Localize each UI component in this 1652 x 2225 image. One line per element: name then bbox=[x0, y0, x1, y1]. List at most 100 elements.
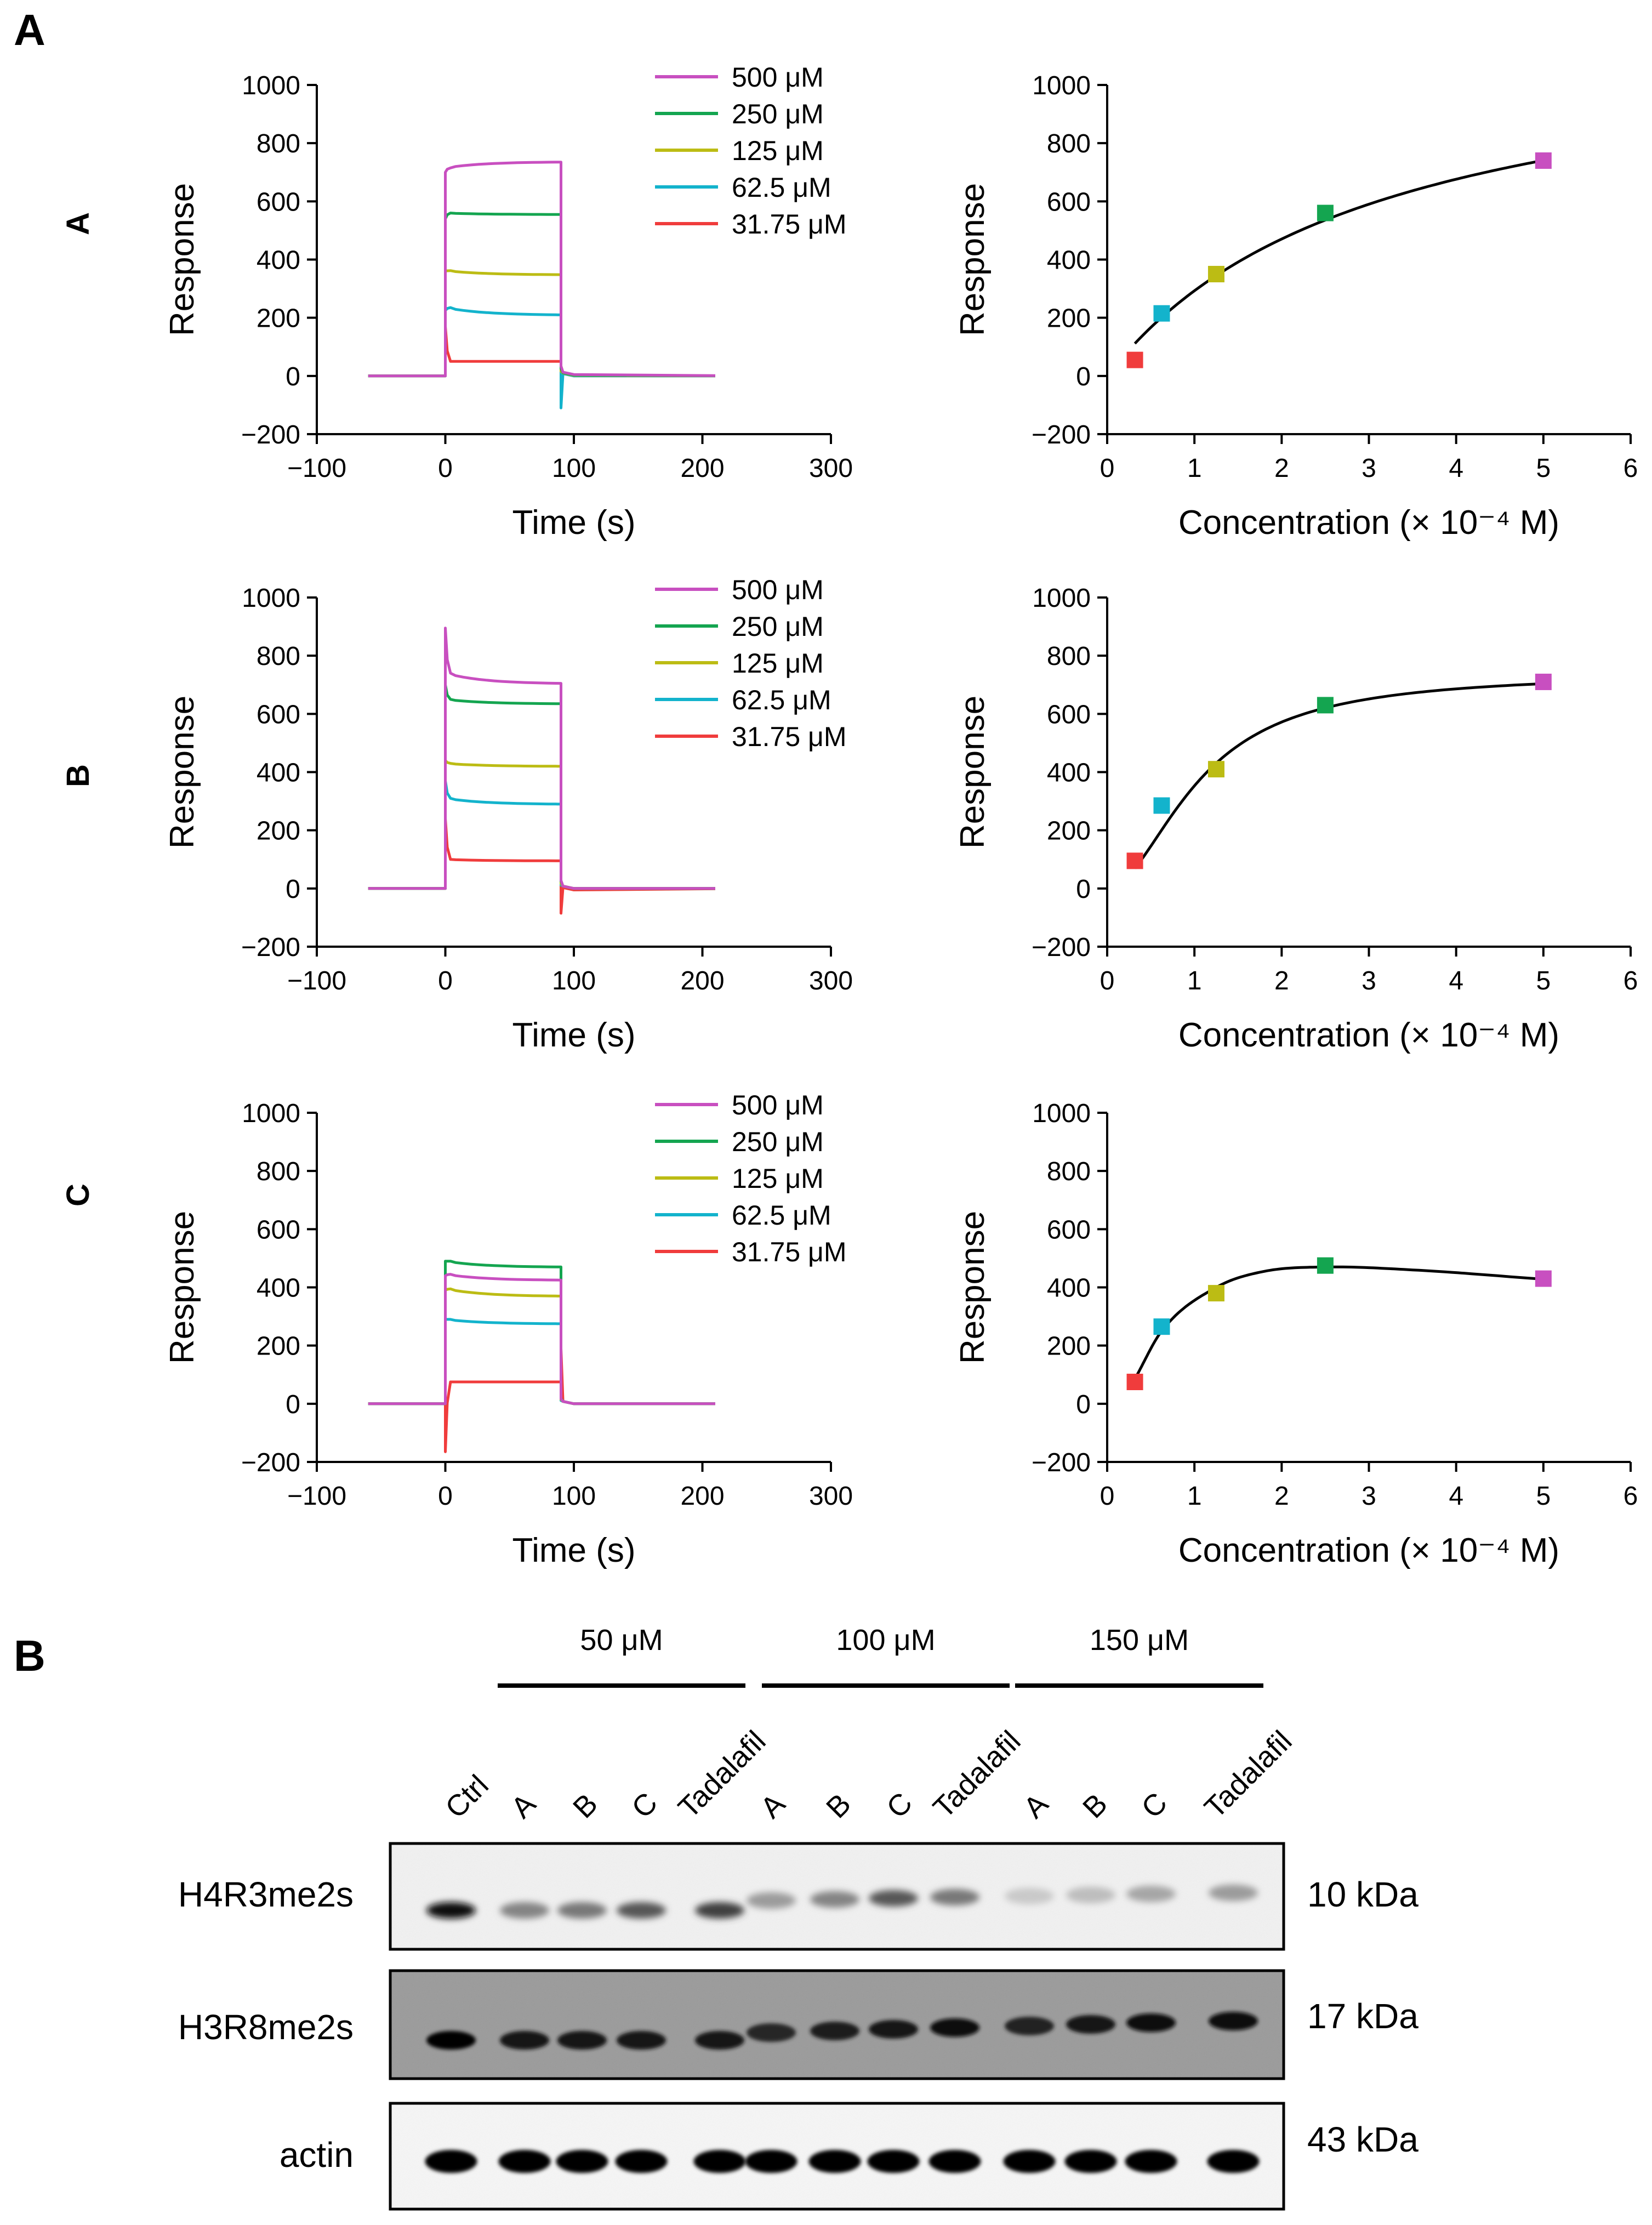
legend-label: 500 μM bbox=[732, 62, 824, 93]
data-point bbox=[1207, 761, 1224, 778]
sensorgram-A-ytick-label: 0 bbox=[286, 362, 300, 391]
lane-label: B bbox=[1076, 1788, 1114, 1825]
band bbox=[928, 2150, 981, 2173]
sensorgram-A-xtick-label: 100 bbox=[552, 454, 596, 483]
lane-label: Ctrl bbox=[439, 1769, 495, 1825]
band bbox=[695, 1902, 744, 1919]
binding-A-ytick-label: −200 bbox=[1032, 420, 1091, 449]
sensorgram-B-ytick-label: 0 bbox=[286, 875, 300, 904]
binding-A-ytick-label: 0 bbox=[1076, 362, 1091, 391]
kda-label: 10 kDa bbox=[1307, 1875, 1419, 1914]
sensorgram-C-xtick-label: −100 bbox=[287, 1482, 346, 1511]
blot-border bbox=[389, 1969, 1285, 2080]
sensorgram-B-ytick-label: 800 bbox=[257, 642, 300, 671]
legend-label: 31.75 μM bbox=[732, 721, 846, 752]
binding-C-xtick-label: 5 bbox=[1536, 1482, 1551, 1511]
binding-C-xlabel: Concentration (× 10⁻⁴ M) bbox=[1178, 1532, 1559, 1569]
sensorgram-C-ylabel: Response bbox=[163, 1211, 201, 1364]
binding-B-ytick-label: 200 bbox=[1047, 817, 1091, 846]
svg-text:Ctrl: Ctrl bbox=[439, 1769, 495, 1825]
binding-A-ytick-label: 200 bbox=[1047, 304, 1091, 333]
binding-A-xtick-label: 4 bbox=[1449, 454, 1463, 483]
sensorgram-C-xtick-label: 100 bbox=[552, 1482, 596, 1511]
sensorgram-A-xtick-label: 0 bbox=[438, 454, 453, 483]
binding-B-xlabel: Concentration (× 10⁻⁴ M) bbox=[1178, 1016, 1559, 1054]
band bbox=[869, 2020, 918, 2039]
lane-label: A bbox=[754, 1788, 791, 1825]
sensorgram-A-xtick-label: 300 bbox=[809, 454, 853, 483]
binding-A-xlabel: Concentration (× 10⁻⁴ M) bbox=[1178, 504, 1559, 542]
band bbox=[425, 2150, 477, 2173]
lane-label: Tadalafil bbox=[1198, 1725, 1298, 1825]
sensorgram-C-ytick-label: −200 bbox=[241, 1448, 300, 1477]
blot-row-label: H3R8me2s bbox=[178, 2007, 354, 2047]
binding-A-ytick-label: 800 bbox=[1047, 129, 1091, 158]
binding-A-xtick-label: 5 bbox=[1536, 454, 1551, 483]
series-line-500M bbox=[368, 161, 716, 378]
sensorgram-A-ylabel: Response bbox=[163, 183, 201, 336]
band bbox=[1126, 2013, 1176, 2032]
data-point bbox=[1535, 1270, 1552, 1287]
binding-C-xtick-label: 2 bbox=[1274, 1482, 1289, 1511]
sensorgram-A-ytick-label: 400 bbox=[257, 246, 300, 275]
concentration-label: 50 μM bbox=[580, 1624, 663, 1657]
band bbox=[930, 2018, 979, 2037]
binding-C-ytick-label: 600 bbox=[1047, 1215, 1091, 1244]
kda-label: 17 kDa bbox=[1307, 1996, 1419, 2036]
legend-label: 500 μM bbox=[732, 1090, 824, 1120]
band bbox=[745, 2150, 797, 2173]
sensorgram-B-ytick-label: 600 bbox=[257, 700, 300, 729]
sensorgram-C-xtick-label: 200 bbox=[680, 1482, 724, 1511]
data-point bbox=[1535, 152, 1552, 169]
svg-text:Response: Response bbox=[163, 696, 201, 849]
lane-label: Tadalafil bbox=[927, 1725, 1027, 1825]
band bbox=[617, 2031, 666, 2050]
band bbox=[810, 1891, 859, 1908]
svg-text:B: B bbox=[820, 1788, 857, 1825]
svg-text:A: A bbox=[505, 1788, 542, 1825]
band bbox=[867, 2150, 920, 2173]
sensorgram-C-ytick-label: 400 bbox=[257, 1274, 300, 1303]
sensorgram-B-ytick-label: 200 bbox=[257, 817, 300, 846]
sensorgram-C-xtick-label: 0 bbox=[438, 1482, 453, 1511]
svg-text:Response: Response bbox=[163, 1211, 201, 1364]
binding-A-xtick-label: 6 bbox=[1623, 454, 1638, 483]
band bbox=[930, 1889, 979, 1905]
band bbox=[1064, 2150, 1117, 2173]
band bbox=[1209, 1885, 1258, 1901]
series-line-62.5M bbox=[368, 306, 715, 409]
sensorgram-B-ytick-label: 400 bbox=[257, 759, 300, 788]
blot-border bbox=[389, 2102, 1285, 2211]
blot-row-label: H4R3me2s bbox=[178, 1875, 354, 1914]
binding-A-xtick-label: 3 bbox=[1362, 454, 1376, 483]
binding-B-xtick-label: 3 bbox=[1362, 966, 1376, 995]
series-line-62.5M bbox=[368, 779, 715, 890]
sensorgram-A-ytick-label: 600 bbox=[257, 187, 300, 217]
legend-label: 125 μM bbox=[732, 135, 824, 166]
binding-A-xtick-label: 0 bbox=[1100, 454, 1115, 483]
blot-row-H4R3me2s: H4R3me2s 10 kDa bbox=[178, 1842, 1419, 1951]
legend-label: 250 μM bbox=[732, 99, 824, 129]
legend-label: 250 μM bbox=[732, 611, 824, 642]
panel-label-a: A bbox=[14, 5, 45, 54]
band bbox=[557, 1902, 607, 1919]
series-line-62.5M bbox=[368, 1318, 715, 1405]
binding-B-xtick-label: 4 bbox=[1449, 966, 1463, 995]
sensorgram-B-xlabel: Time (s) bbox=[512, 1016, 636, 1054]
series-line-250M bbox=[368, 683, 715, 890]
band bbox=[869, 1890, 918, 1907]
fit-curve bbox=[1133, 1265, 1543, 1380]
data-point bbox=[1207, 1285, 1224, 1302]
data-point bbox=[1126, 351, 1143, 368]
band bbox=[557, 2031, 607, 2050]
band bbox=[426, 2031, 476, 2050]
sensorgram-B-ytick-label: −200 bbox=[241, 933, 300, 962]
band bbox=[500, 2031, 549, 2050]
row-label-b: B bbox=[60, 764, 96, 787]
data-point bbox=[1317, 697, 1334, 714]
sensorgram-A-xtick-label: 200 bbox=[680, 454, 724, 483]
series-line-500M bbox=[368, 627, 715, 890]
